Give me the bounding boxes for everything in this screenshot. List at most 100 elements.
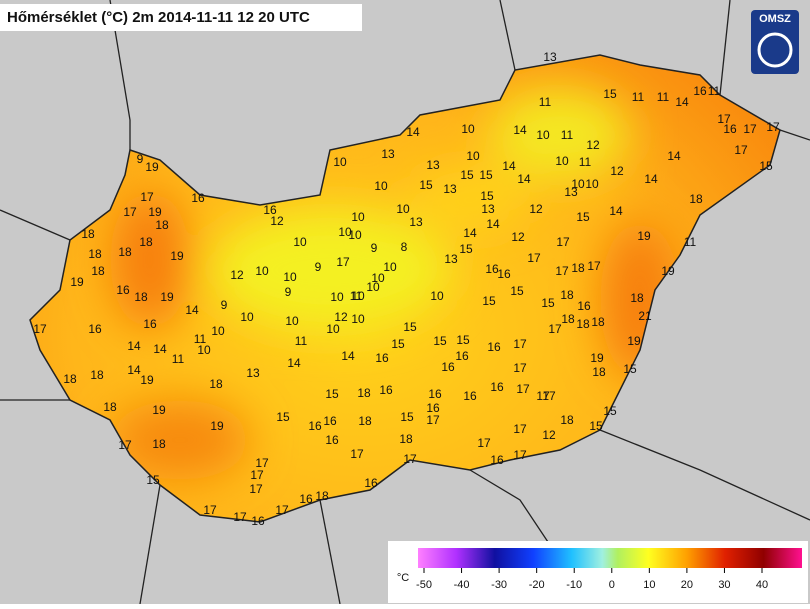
station-temperature: 18	[315, 489, 329, 503]
station-temperature: 17	[555, 264, 569, 278]
station-temperature: 18	[560, 413, 574, 427]
station-temperature: 17	[766, 120, 780, 134]
station-temperature: 17	[513, 337, 527, 351]
station-temperature: 11	[579, 155, 592, 169]
station-temperature: 12	[529, 202, 543, 216]
station-temperature: 13	[444, 252, 458, 266]
station-temperature: 16	[426, 401, 440, 415]
station-temperature: 16	[364, 476, 378, 490]
station-temperature: 10	[197, 343, 211, 357]
station-temperature: 12	[270, 214, 284, 228]
station-temperature: 11	[708, 84, 721, 98]
station-temperature: 19	[160, 290, 174, 304]
station-temperature: 17	[118, 438, 132, 452]
station-temperature: 15	[400, 410, 414, 424]
colorbar-tick-label: -10	[566, 579, 582, 591]
station-temperature: 17	[717, 112, 731, 126]
station-temperature: 16	[308, 419, 322, 433]
colorbar-tick-label: 0	[609, 579, 615, 591]
station-temperature: 19	[627, 334, 641, 348]
station-temperature: 18	[689, 192, 703, 206]
station-temperature: 9	[315, 260, 322, 274]
station-temperature: 13	[543, 50, 557, 64]
colorbar-tick-label: 30	[718, 579, 730, 591]
station-temperature: 10	[571, 177, 585, 191]
station-temperature: 8	[401, 240, 408, 254]
station-temperature: 18	[90, 368, 104, 382]
station-temperature: 15	[403, 320, 417, 334]
station-temperature: 19	[140, 373, 154, 387]
colorbar-unit: °C	[397, 572, 409, 584]
station-temperature: 15	[325, 387, 339, 401]
station-temperature: 10	[366, 280, 380, 294]
station-temperature: 15	[541, 296, 555, 310]
station-temperature: 10	[348, 228, 362, 242]
station-temperature: 17	[513, 422, 527, 436]
station-temperature: 9	[221, 298, 228, 312]
station-temperature: 15	[480, 189, 494, 203]
station-temperature: 14	[486, 217, 500, 231]
station-temperature: 17	[743, 122, 757, 136]
station-temperature: 9	[371, 241, 378, 255]
station-temperature: 14	[127, 339, 141, 353]
title-box	[0, 4, 362, 31]
station-temperature: 10	[536, 128, 550, 142]
station-temperature: 14	[675, 95, 689, 109]
station-temperature: 18	[571, 261, 585, 275]
colorbar-tick-label: -50	[416, 579, 432, 591]
station-temperature: 16	[497, 267, 511, 281]
station-temperature: 14	[502, 159, 516, 173]
station-temperature: 16	[693, 84, 707, 98]
station-temperature: 19	[170, 249, 184, 263]
station-temperature: 14	[287, 356, 301, 370]
station-temperature: 16	[88, 322, 102, 336]
station-temperature: 18	[630, 291, 644, 305]
station-temperature: 17	[275, 503, 289, 517]
station-temperature: 16	[251, 514, 265, 528]
station-temperature: 17	[527, 251, 541, 265]
colorbar-tick-label: 40	[756, 579, 768, 591]
station-temperature: 15	[460, 168, 474, 182]
station-temperature: 16	[299, 492, 313, 506]
station-temperature: 15	[276, 410, 290, 424]
station-temperature: 10	[396, 202, 410, 216]
colorbar-tick-label: 20	[681, 579, 693, 591]
station-temperature: 17	[548, 322, 562, 336]
station-temperature: 18	[357, 386, 371, 400]
station-temperature: 15	[479, 168, 493, 182]
station-temperature: 10	[374, 179, 388, 193]
station-temperature: 18	[560, 288, 574, 302]
station-temperature: 9	[285, 285, 292, 299]
station-temperature: 12	[610, 164, 624, 178]
station-temperature: 16	[577, 299, 591, 313]
station-temperature: 16	[490, 380, 504, 394]
station-temperature: 13	[443, 182, 457, 196]
station-temperature: 18	[592, 365, 606, 379]
station-temperature: 18	[103, 400, 117, 414]
logo: OMSZ	[751, 10, 799, 74]
station-temperature: 14	[644, 172, 658, 186]
station-temperature: 17	[336, 255, 350, 269]
station-temperature: 18	[134, 290, 148, 304]
station-temperature: 14	[609, 204, 623, 218]
station-temperature: 16	[325, 433, 339, 447]
station-temperature: 16	[485, 262, 499, 276]
station-temperature: 15	[576, 210, 590, 224]
station-temperature: 17	[477, 436, 491, 450]
station-temperature: 16	[323, 414, 337, 428]
station-temperature: 16	[487, 340, 501, 354]
station-temperature: 15	[623, 362, 637, 376]
station-temperature: 13	[481, 202, 495, 216]
colorbar-tick-label: 10	[643, 579, 655, 591]
station-temperature: 10	[351, 312, 365, 326]
station-temperature: 17	[255, 456, 269, 470]
colorbar-tick-label: -30	[491, 579, 507, 591]
station-temperature: 11	[632, 90, 645, 104]
station-temperature: 17	[350, 447, 364, 461]
station-temperature: 17	[249, 482, 263, 496]
station-temperature: 19	[590, 351, 604, 365]
station-temperature: 10	[461, 122, 475, 136]
station-temperature: 15	[391, 337, 405, 351]
station-temperature: 15	[482, 294, 496, 308]
station-temperature: 18	[81, 227, 95, 241]
